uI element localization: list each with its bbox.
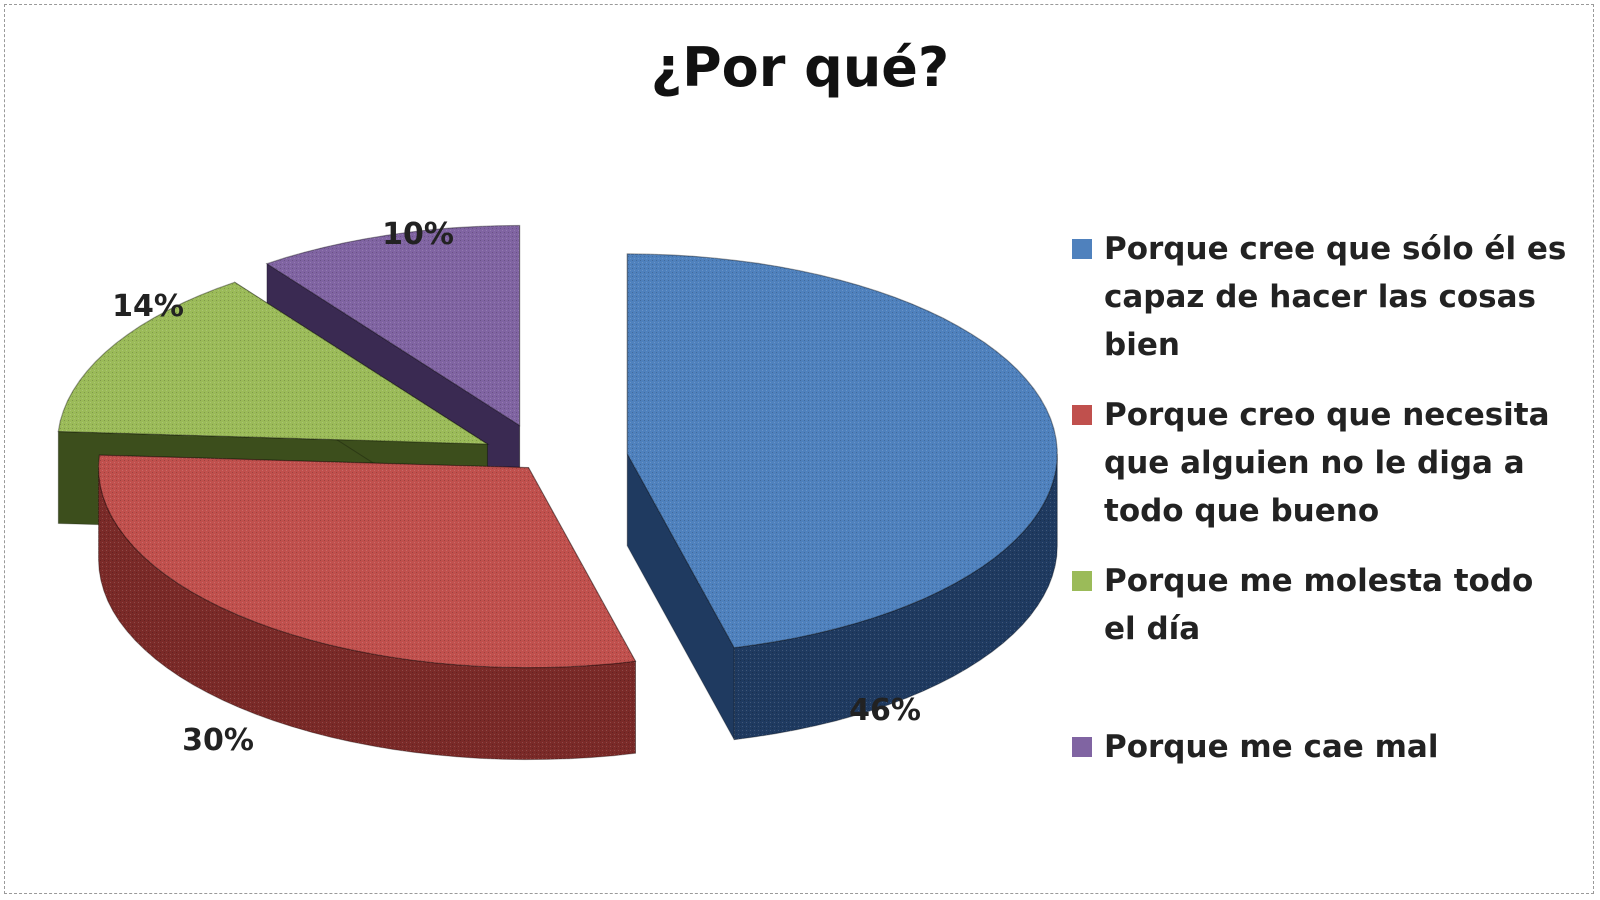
pie-slice-texture — [58, 282, 488, 445]
data-label: 10% — [382, 217, 454, 252]
legend-label: Porque cree que sólo él es capaz de hace… — [1104, 231, 1567, 363]
legend-item: Porque me cae mal — [1072, 723, 1574, 771]
legend-label: Porque me cae mal — [1104, 729, 1439, 765]
pie-slice-group — [97, 454, 637, 761]
legend-item: Porque me molesta todo el día — [1072, 557, 1574, 653]
data-label: 46% — [849, 693, 921, 728]
data-label: 30% — [182, 723, 254, 758]
legend-swatch — [1072, 737, 1092, 757]
pie-slice-side-texture — [98, 467, 636, 760]
pie-slice-group — [626, 253, 1058, 741]
legend-label: Porque creo que necesita que alguien no … — [1104, 397, 1550, 529]
chart-title: ¿Por qué? — [650, 36, 950, 99]
legend-swatch — [1072, 571, 1092, 591]
chart-frame — [4, 4, 1594, 894]
data-label: 14% — [112, 289, 184, 324]
pie-slice-texture — [266, 225, 520, 426]
legend-swatch — [1072, 405, 1092, 425]
pie-slice-side-texture — [734, 453, 1058, 740]
pie-slice-texture — [627, 253, 1058, 648]
pie-slice-texture — [98, 455, 636, 668]
legend-label: Porque me molesta todo el día — [1104, 563, 1534, 647]
legend-item: Porque creo que necesita que alguien no … — [1072, 391, 1574, 535]
legend-swatch — [1072, 239, 1092, 259]
legend-item: Porque cree que sólo él es capaz de hace… — [1072, 225, 1574, 369]
